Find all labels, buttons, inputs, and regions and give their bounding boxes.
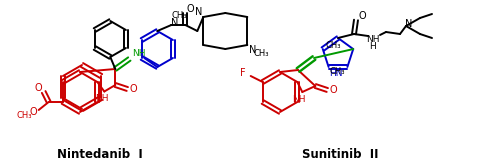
Text: Nintedanib  I: Nintedanib I	[57, 148, 143, 161]
Text: NH: NH	[292, 95, 306, 104]
Text: NH: NH	[132, 48, 146, 57]
Text: O: O	[330, 85, 337, 95]
Text: O: O	[30, 107, 38, 117]
Text: CH₃: CH₃	[172, 11, 187, 20]
Text: Sunitinib  II: Sunitinib II	[302, 148, 378, 161]
Text: NH: NH	[366, 35, 380, 43]
Text: CH₃: CH₃	[330, 67, 345, 76]
Text: F: F	[240, 68, 246, 78]
Text: H: H	[370, 42, 376, 50]
Text: NH: NH	[96, 94, 109, 103]
Text: CH₃: CH₃	[325, 41, 340, 50]
Text: N: N	[406, 19, 412, 29]
Text: HN: HN	[329, 69, 343, 78]
Text: O: O	[35, 83, 42, 93]
Text: CH₃: CH₃	[17, 112, 32, 121]
Text: N: N	[248, 45, 256, 55]
Text: N: N	[170, 18, 178, 28]
Text: CH₃: CH₃	[254, 48, 269, 57]
Text: O: O	[130, 84, 137, 94]
Text: O: O	[358, 11, 366, 21]
Text: O: O	[186, 4, 194, 14]
Text: N: N	[194, 7, 202, 17]
